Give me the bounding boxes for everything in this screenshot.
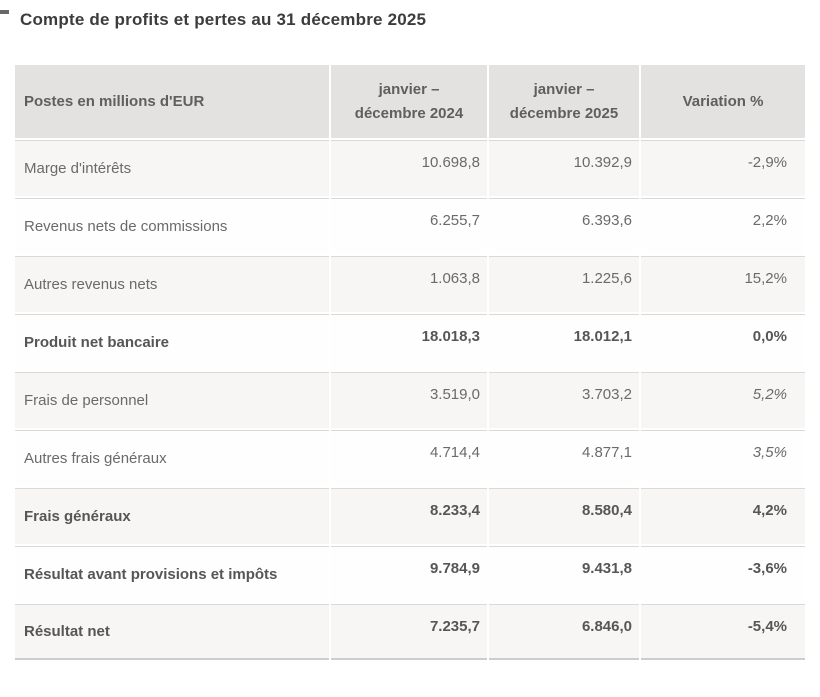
value-2025: 6.846,0	[489, 604, 639, 660]
value-2025: 3.703,2	[489, 372, 639, 428]
table-row: Autres frais généraux 4.714,4 4.877,1 3,…	[15, 430, 805, 486]
row-label: Résultat net	[15, 604, 329, 660]
value-variation: 0,0%	[641, 314, 805, 370]
table-header: Postes en millions d'EUR janvier – décem…	[15, 65, 805, 138]
column-header-2024: janvier – décembre 2024	[331, 65, 487, 138]
table-row: Frais de personnel 3.519,0 3.703,2 5,2%	[15, 372, 805, 428]
table-row: Produit net bancaire 18.018,3 18.012,1 0…	[15, 314, 805, 370]
table-row: Résultat net 7.235,7 6.846,0 -5,4%	[15, 604, 805, 660]
value-2025: 10.392,9	[489, 140, 639, 196]
value-2024: 3.519,0	[331, 372, 487, 428]
table-body: Marge d'intérêts 10.698,8 10.392,9 -2,9%…	[15, 140, 805, 660]
value-2024: 4.714,4	[331, 430, 487, 486]
pnl-table: Postes en millions d'EUR janvier – décem…	[13, 63, 807, 662]
value-2024: 6.255,7	[331, 198, 487, 254]
value-2025: 8.580,4	[489, 488, 639, 544]
row-label: Frais de personnel	[15, 372, 329, 428]
row-label: Autres frais généraux	[15, 430, 329, 486]
value-2024: 8.233,4	[331, 488, 487, 544]
row-label: Produit net bancaire	[15, 314, 329, 370]
row-label: Revenus nets de commissions	[15, 198, 329, 254]
table-row: Marge d'intérêts 10.698,8 10.392,9 -2,9%	[15, 140, 805, 196]
table-row: Résultat avant provisions et impôts 9.78…	[15, 546, 805, 602]
row-label: Frais généraux	[15, 488, 329, 544]
table-row: Frais généraux 8.233,4 8.580,4 4,2%	[15, 488, 805, 544]
column-header-postes: Postes en millions d'EUR	[15, 65, 329, 138]
row-label: Marge d'intérêts	[15, 140, 329, 196]
value-2024: 18.018,3	[331, 314, 487, 370]
row-label: Autres revenus nets	[15, 256, 329, 312]
screen-edge-artifact	[0, 10, 9, 14]
value-2025: 9.431,8	[489, 546, 639, 602]
value-variation: 4,2%	[641, 488, 805, 544]
header-row: Postes en millions d'EUR janvier – décem…	[15, 65, 805, 138]
value-2024: 7.235,7	[331, 604, 487, 660]
table-row: Revenus nets de commissions 6.255,7 6.39…	[15, 198, 805, 254]
value-variation: 2,2%	[641, 198, 805, 254]
value-2024: 10.698,8	[331, 140, 487, 196]
value-variation: -5,4%	[641, 604, 805, 660]
value-variation: -3,6%	[641, 546, 805, 602]
value-variation: 15,2%	[641, 256, 805, 312]
value-2024: 1.063,8	[331, 256, 487, 312]
value-2024: 9.784,9	[331, 546, 487, 602]
table-row: Autres revenus nets 1.063,8 1.225,6 15,2…	[15, 256, 805, 312]
page-title: Compte de profits et pertes au 31 décemb…	[20, 10, 427, 29]
value-variation: 5,2%	[641, 372, 805, 428]
row-label: Résultat avant provisions et impôts	[15, 546, 329, 602]
value-variation: -2,9%	[641, 140, 805, 196]
value-2025: 1.225,6	[489, 256, 639, 312]
column-header-2025: janvier – décembre 2025	[489, 65, 639, 138]
value-2025: 4.877,1	[489, 430, 639, 486]
column-header-variation: Variation %	[641, 65, 805, 138]
value-2025: 18.012,1	[489, 314, 639, 370]
value-2025: 6.393,6	[489, 198, 639, 254]
value-variation: 3,5%	[641, 430, 805, 486]
